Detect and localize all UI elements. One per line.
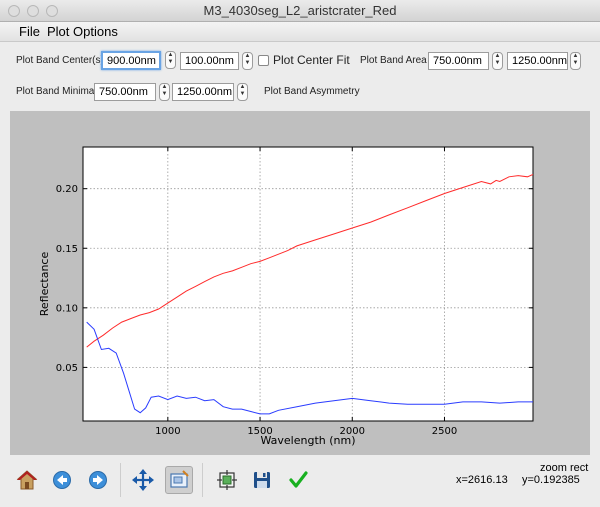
back-button[interactable] <box>48 466 76 494</box>
band-minima-2-field[interactable]: 1250.00nm <box>172 83 234 101</box>
band-area-label: Plot Band Area <box>360 55 427 66</box>
band-center-2-field[interactable]: 100.00nm <box>180 52 239 70</box>
toolbar-mode-label: zoom rect <box>540 462 589 474</box>
y-axis-label: Reflectance <box>38 252 51 317</box>
y-tick-label: 0.05 <box>56 363 78 374</box>
x-tick-label: 2500 <box>432 426 457 437</box>
window-title: M3_4030seg_L2_aristcrater_Red <box>203 3 397 18</box>
band-area-2-field[interactable]: 1250.00nm <box>507 52 568 70</box>
band-area-1-stepper[interactable]: ▲ ▼ <box>492 52 503 70</box>
save-button[interactable] <box>248 466 276 494</box>
menu-plot-options[interactable]: Plot Options <box>47 24 118 39</box>
band-center-2-stepper[interactable]: ▲ ▼ <box>242 52 253 70</box>
home-icon <box>16 470 38 490</box>
toolbar-separator <box>202 463 203 497</box>
band-area-1-field[interactable]: 750.00nm <box>428 52 489 70</box>
center-fit-label: Plot Center Fit <box>273 53 350 67</box>
y-coordinate-readout: y=0.192385 <box>522 474 580 486</box>
forward-icon <box>89 471 107 489</box>
menu-bar: File Plot Options <box>0 22 600 42</box>
subplots-button[interactable] <box>213 466 241 494</box>
save-icon <box>254 472 270 488</box>
x-axis-label: Wavelength (nm) <box>260 434 355 447</box>
home-button[interactable] <box>13 466 41 494</box>
band-minima-label: Plot Band Minima <box>16 86 95 97</box>
x-tick-label: 1500 <box>247 426 272 437</box>
band-area-2-stepper[interactable]: ▲ ▼ <box>570 52 581 70</box>
blue-spectrum-line <box>86 321 533 415</box>
close-window-button[interactable] <box>8 5 20 17</box>
band-minima-1-stepper[interactable]: ▲ ▼ <box>159 83 170 101</box>
pan-button[interactable] <box>129 466 157 494</box>
zoom-window-button[interactable] <box>46 5 58 17</box>
band-center-label: Plot Band Center(s) <box>16 55 104 66</box>
plot-axes-box <box>82 146 534 422</box>
x-tick-label: 2000 <box>340 426 365 437</box>
zoom-button[interactable] <box>165 466 193 494</box>
zoom-icon <box>170 470 189 488</box>
band-asymmetry-label: Plot Band Asymmetry <box>264 86 360 97</box>
band-center-1-stepper[interactable]: ▲ ▼ <box>165 51 176 69</box>
x-tick-label: 1000 <box>155 426 180 437</box>
check-icon <box>289 471 308 488</box>
red-spectrum-line <box>86 173 534 348</box>
back-icon <box>53 471 71 489</box>
subplots-icon <box>217 470 237 490</box>
toolbar-separator <box>120 463 121 497</box>
y-tick-label: 0.15 <box>56 244 78 255</box>
band-minima-2-stepper[interactable]: ▲ ▼ <box>237 83 248 101</box>
band-center-1-field[interactable]: 900.00nm <box>101 51 161 70</box>
minimize-window-button[interactable] <box>27 5 39 17</box>
plot-canvas[interactable]: 1000 1500 2000 2500 0.05 0.10 0.15 0.20 Wavelen… <box>10 111 590 455</box>
x-coordinate-readout: x=2616.13 <box>456 474 508 486</box>
center-fit-checkbox[interactable] <box>258 55 269 66</box>
apply-button[interactable] <box>284 466 312 494</box>
title-bar: M3_4030seg_L2_aristcrater_Red <box>0 0 600 22</box>
band-minima-1-field[interactable]: 750.00nm <box>94 83 156 101</box>
reflectance-chart: 1000 1500 2000 2500 0.05 0.10 0.15 0.20 Wavelen… <box>38 146 534 447</box>
pan-icon <box>132 469 154 491</box>
menu-file[interactable]: File <box>19 24 40 39</box>
forward-button[interactable] <box>84 466 112 494</box>
y-tick-label: 0.10 <box>56 303 78 314</box>
y-tick-label: 0.20 <box>56 184 78 195</box>
